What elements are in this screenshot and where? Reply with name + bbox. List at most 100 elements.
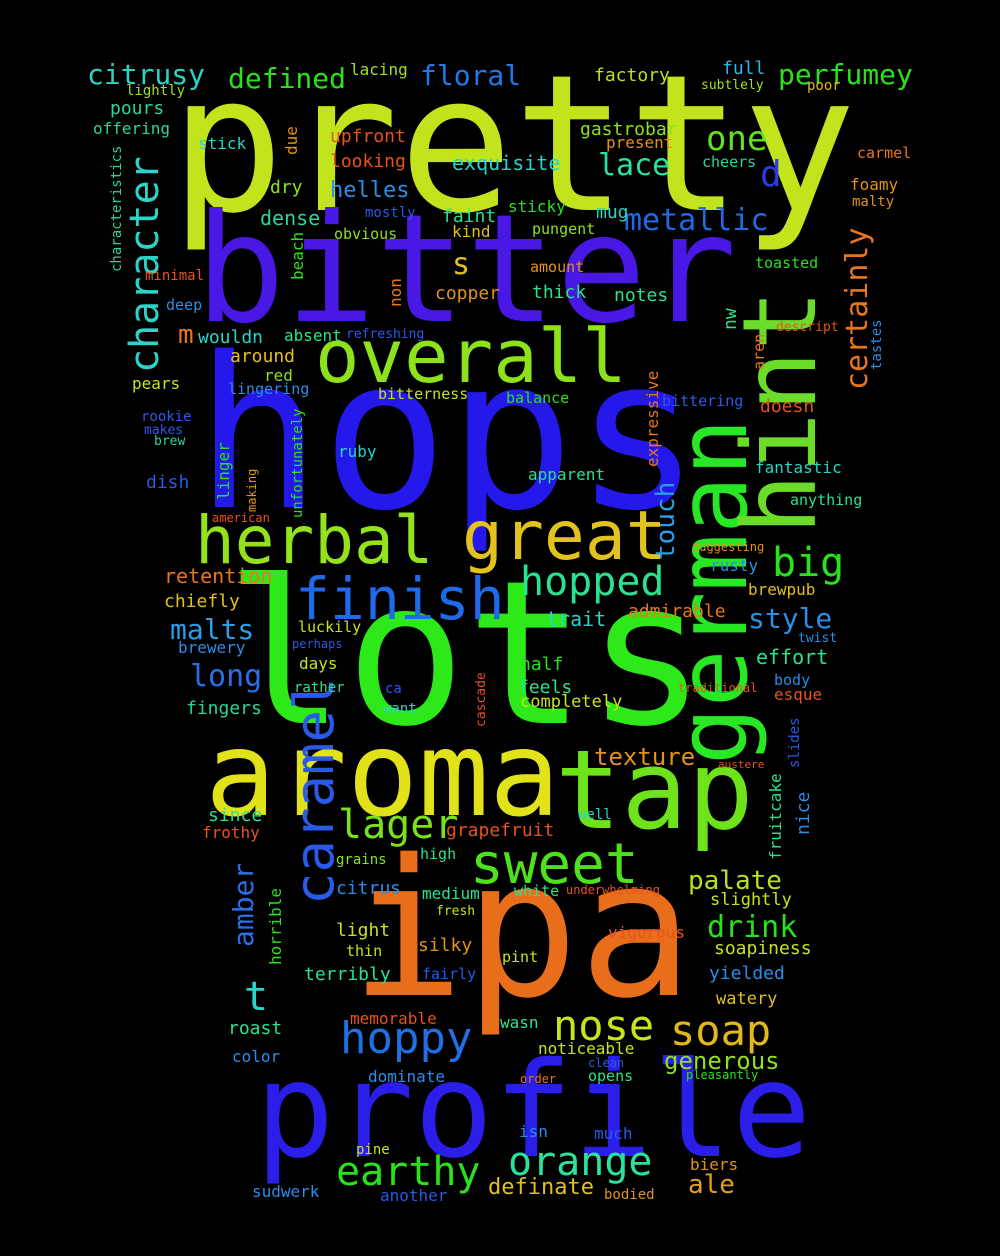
word-style: style (748, 602, 833, 635)
word-chiefly: chiefly (164, 591, 240, 612)
word-orange: orange (508, 1139, 653, 1185)
word-overall: overall (315, 314, 627, 400)
word-kind: kind (452, 222, 491, 241)
word-ruby: ruby (338, 442, 377, 461)
word-trait: trait (546, 607, 607, 631)
word-wouldn: wouldn (198, 327, 264, 348)
word-refreshing: refreshing (346, 327, 425, 342)
word-citrus: citrus (336, 878, 402, 899)
word-long: long (190, 659, 263, 694)
word-hoppy: hoppy (340, 1013, 473, 1064)
word-thick: thick (532, 282, 587, 303)
word-rusty: rusty (710, 556, 759, 575)
word-sweet: sweet (470, 832, 639, 897)
word-faint: faint (442, 206, 497, 227)
word-fresh: fresh (436, 904, 476, 919)
word-rookie: rookie (141, 409, 192, 425)
word-poor: poor (807, 78, 841, 94)
word-nose: nose (553, 1001, 655, 1050)
word-exquisite: exquisite (452, 151, 561, 175)
word-brew: brew (154, 434, 186, 449)
word-thin: thin (346, 942, 383, 960)
word-foamy: foamy (850, 175, 899, 194)
word-fairly: fairly (422, 965, 477, 983)
word-another: another (380, 1186, 448, 1205)
word-apparent: apparent (528, 465, 606, 484)
word-malty: malty (852, 194, 895, 210)
word-effort: effort (756, 645, 829, 669)
word-completely: completely (520, 692, 623, 712)
word-grapefruit: grapefruit (446, 820, 555, 841)
word-d: d (760, 154, 782, 195)
word-unfortunately: unfortunately (290, 408, 306, 518)
word-drink: drink (707, 910, 798, 945)
word-fingers: fingers (186, 698, 262, 719)
word-caramel: caramel (283, 677, 346, 905)
word-lace: lace (598, 148, 671, 183)
word-linger: linger (214, 442, 233, 500)
word-wasn: wasn (500, 1013, 539, 1032)
word-bodied: bodied (604, 1187, 655, 1203)
word-cheers: cheers (702, 153, 757, 171)
word-feels: feels (518, 677, 573, 698)
word-slightly: slightly (710, 890, 792, 910)
word-twist: twist (798, 631, 838, 646)
word-biers: biers (690, 1155, 739, 1174)
word-mug: mug (596, 202, 629, 223)
word-absent: absent (284, 326, 342, 345)
word-bitter: bitter (195, 183, 737, 357)
word-red: red (264, 366, 293, 385)
word-beach: beach (288, 231, 307, 280)
word-pretty: pretty (170, 34, 857, 255)
word-watery: watery (716, 989, 778, 1009)
word-order: order (520, 1072, 557, 1086)
word-hopped: hopped (520, 559, 665, 605)
word-ca: ca (385, 681, 402, 697)
word-days: days (299, 654, 338, 673)
word-ipa: ipa (350, 819, 694, 1040)
word-grains: grains (336, 852, 387, 868)
word-austere: austere (718, 758, 765, 771)
word-noticeable: noticeable (538, 1039, 635, 1058)
word-amber: amber (227, 862, 260, 947)
word-medium: medium (422, 884, 480, 903)
word-generous: generous (664, 1047, 780, 1075)
word-opens: opens (588, 1067, 634, 1085)
word-dense: dense (260, 206, 321, 230)
word-defined: defined (228, 62, 347, 95)
word-tastes: tastes (869, 319, 885, 370)
word-luckily: luckily (298, 618, 362, 636)
word-lingering: lingering (228, 380, 310, 398)
word-brewpub: brewpub (748, 580, 816, 599)
word-clean: clean (588, 1056, 625, 1070)
word-aren: aren (750, 333, 768, 370)
word-sticky: sticky (508, 197, 566, 216)
word-traditional: traditional (678, 681, 758, 695)
word-offering: offering (93, 119, 171, 138)
word-american: american (212, 511, 270, 525)
word-pungent: pungent (532, 220, 596, 238)
word-around: around (230, 346, 296, 367)
word-metallic: metallic (624, 203, 769, 238)
word-memorable: memorable (350, 1009, 437, 1028)
word-makes: makes (144, 423, 184, 438)
word-due: due (282, 126, 301, 155)
word-pears: pears (132, 374, 181, 393)
word-pleasantly: pleasantly (686, 1068, 759, 1082)
word-helles: helles (330, 178, 410, 203)
word-rather: rather (294, 680, 345, 696)
word-lacing: lacing (350, 60, 408, 79)
word-looking: looking (330, 151, 406, 172)
word-earthy: earthy (336, 1149, 481, 1195)
word-roast: roast (228, 1018, 283, 1039)
word-balance: balance (506, 389, 570, 407)
word-slides: slides (787, 717, 803, 768)
word-underwhelming: underwhelming (566, 883, 660, 897)
word-deep: deep (166, 296, 203, 314)
word-body: body (774, 671, 811, 689)
word-minimal: minimal (145, 268, 205, 284)
word-character: character (122, 156, 168, 373)
word-terribly: terribly (304, 964, 391, 985)
word-lots: lots (225, 538, 707, 771)
